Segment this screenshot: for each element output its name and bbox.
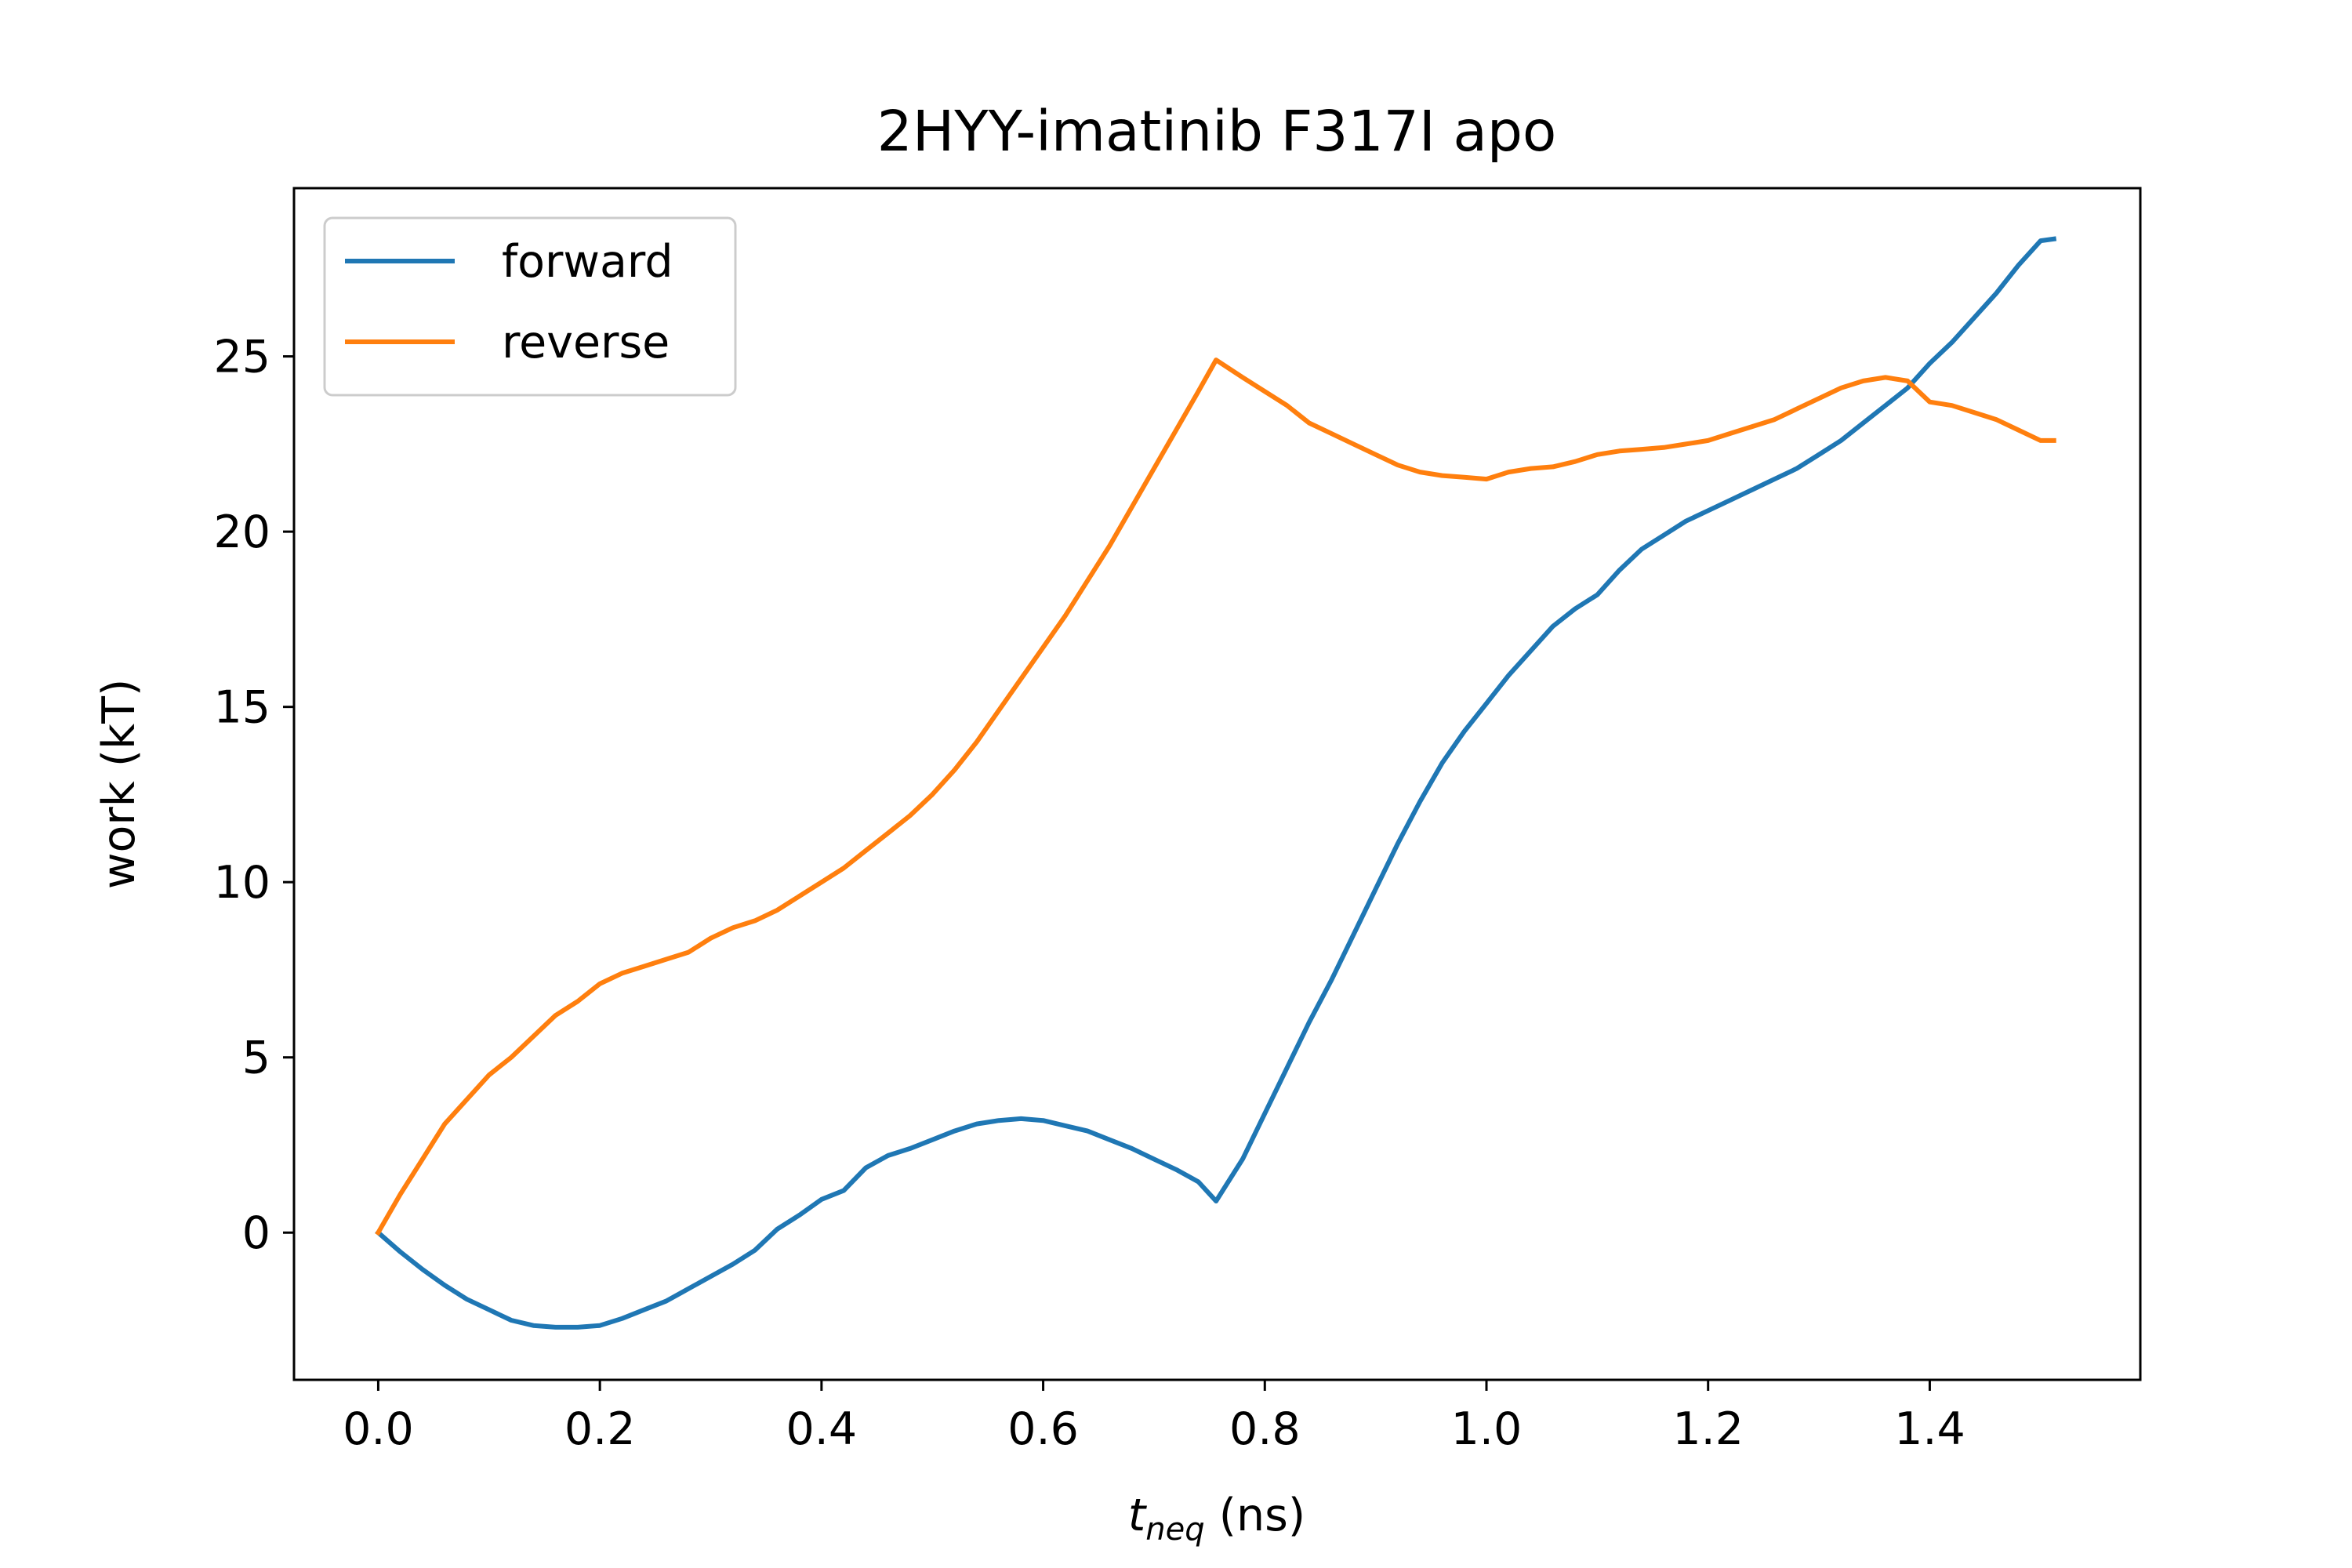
series-line-forward xyxy=(375,236,2057,1330)
x-axis-ticks: 0.0 0.2 0.4 0.6 0.8 1.0 1.2 1.4 xyxy=(343,1380,1965,1455)
x-tick-label: 1.2 xyxy=(1672,1403,1744,1455)
legend: forward reverse xyxy=(323,216,737,397)
series-line-reverse xyxy=(375,358,2056,1236)
x-axis-label-unit: (ns) xyxy=(1205,1490,1305,1541)
x-tick-label: 0.4 xyxy=(786,1403,858,1455)
y-tick-label: 25 xyxy=(213,332,270,383)
y-axis-label-group: work (kT) xyxy=(93,679,145,889)
y-tick-label: 0 xyxy=(242,1207,270,1259)
x-tick-label: 0.8 xyxy=(1229,1403,1301,1455)
legend-label-reverse: reverse xyxy=(502,317,670,368)
x-tick-label: 0.0 xyxy=(343,1403,414,1455)
x-tick-label: 1.4 xyxy=(1894,1403,1965,1455)
y-axis-ticks: 0 5 10 15 20 25 xyxy=(213,332,294,1259)
x-axis-label-main: t xyxy=(1128,1490,1148,1541)
x-axis-label-subscript: neq xyxy=(1145,1512,1204,1548)
x-tick-label: 0.6 xyxy=(1007,1403,1079,1455)
y-tick-label: 5 xyxy=(242,1033,270,1084)
chart-title: 2HYY-imatinib F317I apo xyxy=(877,99,1557,164)
x-tick-label: 0.2 xyxy=(564,1403,636,1455)
y-tick-label: 15 xyxy=(213,682,270,734)
y-axis-label: work (kT) xyxy=(93,679,145,889)
y-tick-label: 10 xyxy=(213,857,270,909)
x-tick-label: 1.0 xyxy=(1451,1403,1523,1455)
legend-label-forward: forward xyxy=(502,236,673,288)
x-axis-label: tneq (ns) xyxy=(1128,1490,1305,1548)
plot-frame xyxy=(292,187,2142,1381)
series-layer xyxy=(375,236,2057,1330)
y-tick-label: 20 xyxy=(213,506,270,558)
